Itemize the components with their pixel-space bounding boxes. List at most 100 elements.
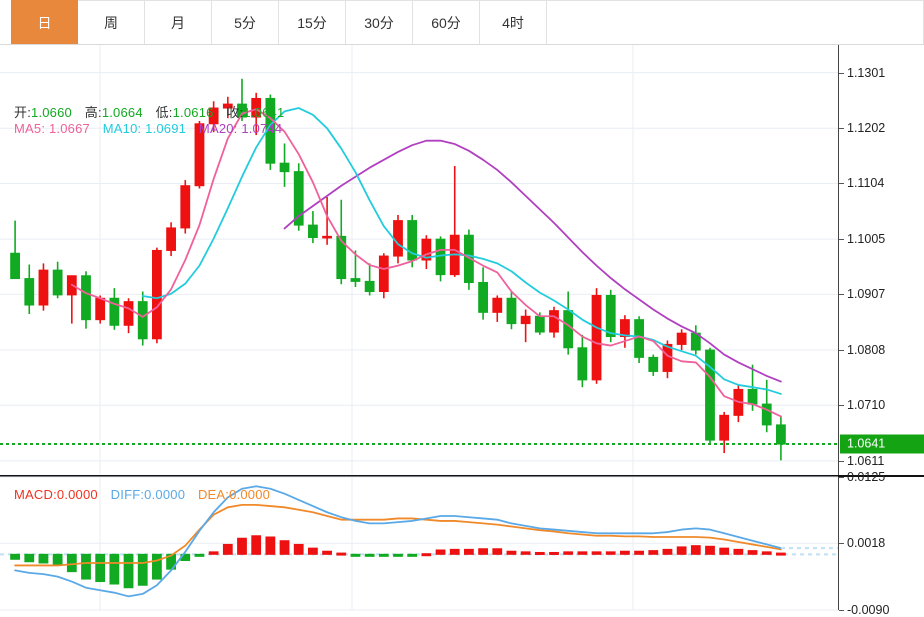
- macd-bar: [591, 551, 602, 555]
- timeframe-tab-5[interactable]: 30分: [346, 0, 413, 44]
- candlestick: [109, 288, 120, 330]
- candlestick: [549, 306, 559, 338]
- macd-plot-area[interactable]: [0, 476, 838, 611]
- ma-legend: MA5: 1.0667 MA10: 1.0691 MA20: 1.0744: [14, 121, 282, 136]
- macd-bar: [577, 551, 588, 555]
- macd-bar: [563, 551, 574, 555]
- price-tick-label: 1.0808: [847, 343, 886, 358]
- dea-value: 0.0000: [229, 487, 271, 502]
- macd-legend: MACD:0.0000 DIFF:0.0000 DEA:0.0000: [14, 487, 270, 502]
- macd-bar: [449, 548, 460, 555]
- candlestick: [251, 92, 262, 136]
- macd-bar: [109, 553, 120, 585]
- close-value: 1.0641: [243, 105, 285, 120]
- ma5-value: 1.0667: [48, 121, 90, 136]
- candlestick: [421, 235, 432, 270]
- candlestick: [222, 96, 233, 119]
- timeframe-tab-6[interactable]: 60分: [413, 0, 480, 44]
- current-price-badge: 1.0641: [840, 434, 924, 454]
- candlestick: [350, 250, 361, 288]
- macd-axis: 0.0125 0.0018 -0.0090: [838, 470, 924, 617]
- macd-bar: [747, 550, 758, 555]
- macd-bar: [364, 553, 375, 557]
- price-tick-mark: [839, 294, 844, 296]
- candlestick: [761, 379, 772, 433]
- macd-bar: [705, 545, 715, 555]
- price-tick-mark: [839, 128, 844, 130]
- macd-bar: [676, 546, 687, 555]
- macd-tick-mark: [839, 610, 844, 611]
- price-plot-area[interactable]: [0, 45, 838, 475]
- macd-pane: 0.0125 0.0018 -0.0090 MACD:0.0000 DIFF:0.0…: [0, 470, 924, 617]
- macd-bar: [549, 551, 559, 555]
- macd-bar: [478, 548, 488, 555]
- macd-bar: [350, 553, 361, 557]
- timeframe-tabbar: 日 周 月 5分 15分 30分 60分 4时: [0, 0, 924, 45]
- ma10-value: 1.0691: [145, 121, 187, 136]
- macd-value: 0.0000: [56, 487, 98, 502]
- macd-bar: [634, 550, 644, 555]
- price-tick-label: 1.0907: [847, 287, 886, 302]
- macd-bar: [421, 553, 432, 557]
- macd-bar: [222, 543, 233, 555]
- dea-label: DEA:: [197, 487, 230, 502]
- macd-bar: [24, 553, 35, 563]
- timeframe-tab-label: 15分: [297, 14, 327, 31]
- candlestick: [279, 143, 290, 187]
- macd-bar: [464, 548, 474, 555]
- candlestick: [38, 263, 49, 311]
- timeframe-tab-label: 日: [37, 14, 52, 31]
- candlestick: [520, 309, 531, 343]
- candlestick: [123, 298, 134, 334]
- timeframe-tab-label: 4时: [502, 14, 524, 31]
- timeframe-tab-3[interactable]: 5分: [212, 0, 279, 44]
- macd-tick-mark: [839, 543, 844, 545]
- candlestick: [137, 291, 148, 346]
- timeframe-tab-4[interactable]: 15分: [279, 0, 346, 44]
- candlestick: [478, 267, 488, 320]
- macd-bar: [279, 540, 290, 555]
- price-tick-label: 1.0710: [847, 398, 886, 413]
- macd-bar: [95, 553, 106, 583]
- macd-bar: [648, 550, 659, 555]
- candlestick: [52, 261, 63, 299]
- macd-bar: [336, 552, 347, 556]
- price-axis: 1.1301 1.1202 1.1104 1.1005 1.0907 1.0808 1.07…: [838, 45, 924, 475]
- macd-tick-label: 0.0018: [847, 536, 886, 551]
- candlestick: [776, 416, 786, 461]
- macd-svg: [0, 476, 838, 611]
- macd-bar: [534, 551, 545, 555]
- candlestick: [705, 347, 715, 445]
- ma10-label: MA10:: [102, 121, 142, 136]
- candlestick: [81, 271, 91, 329]
- candlestick: [194, 120, 205, 189]
- price-tick-label: 1.1104: [847, 176, 885, 191]
- open-value: 1.0660: [31, 105, 72, 120]
- macd-tick-label: -0.0090: [847, 603, 890, 617]
- timeframe-tab-label: 60分: [431, 14, 461, 31]
- timeframe-tab-1[interactable]: 周: [78, 0, 145, 44]
- timeframe-tab-label: 30分: [364, 14, 394, 31]
- candlestick: [591, 288, 602, 384]
- candlestick: [378, 253, 389, 299]
- candlestick: [449, 166, 460, 277]
- timeframe-tab-2[interactable]: 月: [145, 0, 212, 44]
- macd-bar: [308, 547, 318, 555]
- candlestick: [10, 220, 20, 280]
- candlestick: [166, 222, 176, 257]
- macd-bar: [137, 553, 148, 586]
- candlestick-svg: [0, 45, 838, 475]
- price-tick-mark: [839, 72, 844, 74]
- candlestick: [322, 196, 332, 245]
- timeframe-tab-7[interactable]: 4时: [480, 0, 547, 44]
- price-tick-label: 1.1005: [847, 232, 886, 247]
- price-tick-mark: [839, 405, 844, 407]
- timeframe-tab-0[interactable]: 日: [11, 0, 78, 44]
- macd-bar: [152, 553, 162, 580]
- macd-bar: [733, 548, 744, 555]
- candlestick: [293, 163, 304, 231]
- macd-bar: [52, 553, 63, 566]
- macd-tick-mark: [839, 477, 844, 478]
- macd-bar: [237, 537, 247, 555]
